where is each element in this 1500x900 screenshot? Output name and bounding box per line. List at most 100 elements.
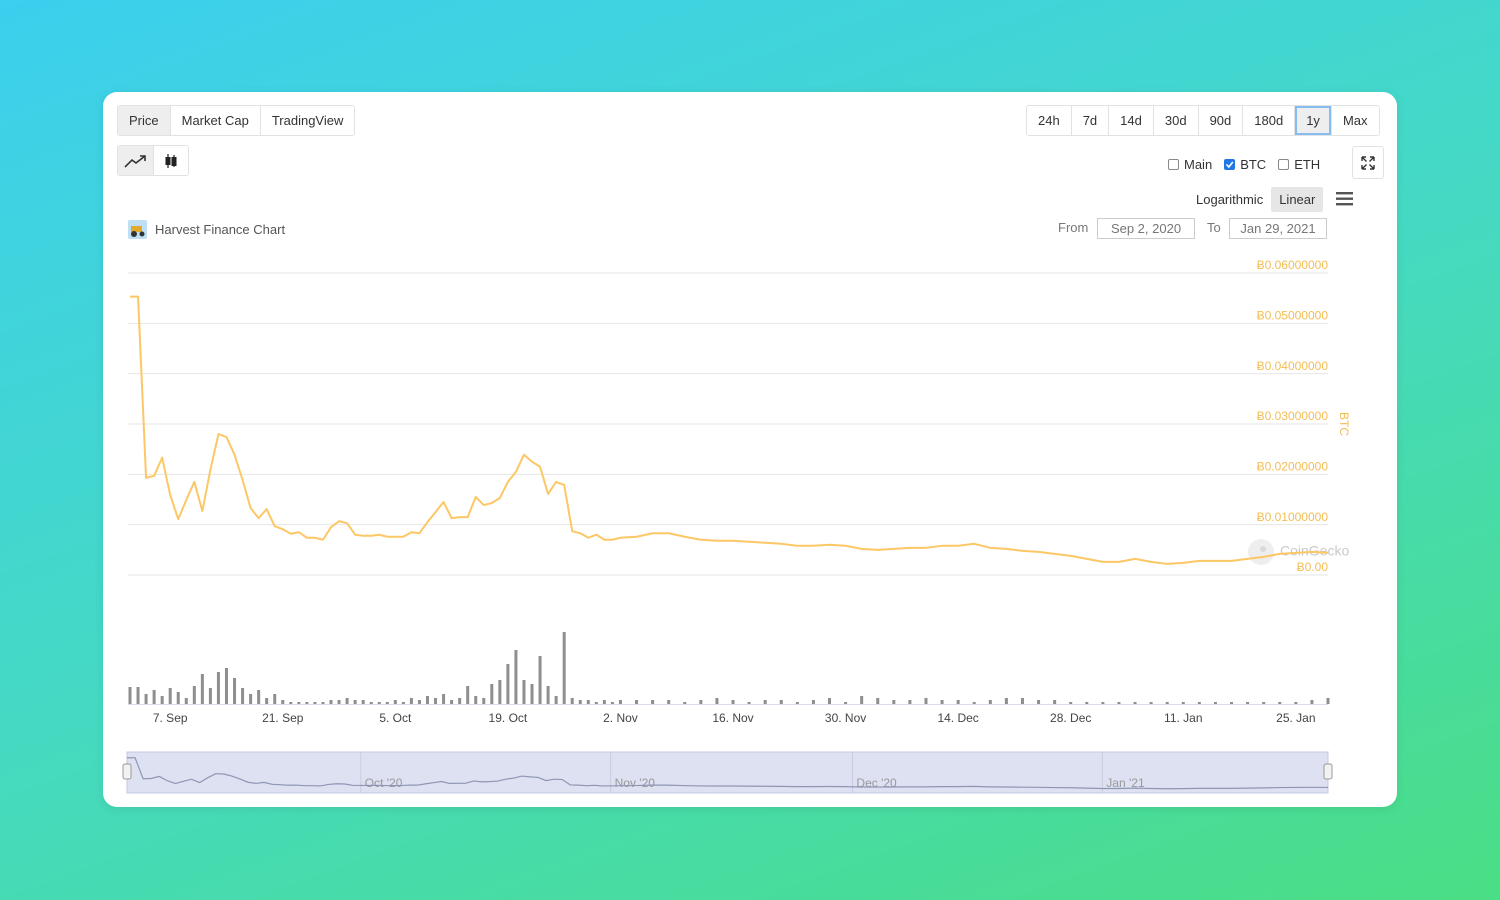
volume-bar xyxy=(908,700,912,704)
checkbox[interactable] xyxy=(1224,159,1236,170)
toggle-label: Main xyxy=(1184,157,1213,172)
range-button[interactable]: 30d xyxy=(1153,106,1199,135)
volume-bar xyxy=(763,700,767,704)
from-date[interactable]: Sep 2, 2020 xyxy=(1097,218,1195,239)
volume-bar xyxy=(699,700,703,704)
navigator-handle[interactable] xyxy=(1323,763,1333,780)
tab-group: Price Market Cap TradingView xyxy=(117,105,356,136)
range-button[interactable]: 14d xyxy=(1109,106,1154,135)
chart-style-group xyxy=(117,145,189,176)
y-tick-label: Ƀ0.05000000 xyxy=(1257,309,1329,323)
currency-toggle[interactable]: Main xyxy=(1168,157,1212,172)
volume-bar xyxy=(257,690,261,704)
currency-toggle[interactable]: ETH xyxy=(1278,157,1320,172)
range-button[interactable]: 7d xyxy=(1071,106,1110,135)
volume-bar xyxy=(635,700,639,704)
volume-bar xyxy=(506,664,510,704)
checkbox[interactable] xyxy=(1278,159,1290,170)
volume-bar xyxy=(233,678,237,704)
range-button[interactable]: 90d xyxy=(1198,106,1244,135)
scale-option[interactable]: Linear xyxy=(1271,187,1324,212)
volume-bar xyxy=(602,700,606,704)
candle-style-button[interactable] xyxy=(154,146,188,175)
volume-bar xyxy=(715,698,719,704)
chart-card xyxy=(103,92,1397,807)
volume-bar xyxy=(562,632,566,704)
navigator-tick-label: Jan '21 xyxy=(1106,776,1145,790)
volume-bar xyxy=(828,698,832,704)
volume-bar xyxy=(1230,702,1234,704)
volume-bar xyxy=(160,696,164,704)
volume-bar xyxy=(586,700,590,704)
x-tick-label: 14. Dec xyxy=(937,711,978,725)
volume-bar xyxy=(249,694,253,704)
volume-bar xyxy=(208,688,212,704)
check-mark xyxy=(1226,161,1234,169)
x-tick-label: 5. Oct xyxy=(379,711,412,725)
volume-bar xyxy=(538,656,542,704)
scale-option[interactable]: Logarithmic xyxy=(1196,192,1264,207)
volume-bar xyxy=(224,668,228,704)
volume-bar xyxy=(924,698,928,704)
tab[interactable]: TradingView xyxy=(260,106,355,135)
menu-icon[interactable] xyxy=(1336,192,1354,206)
volume-bar xyxy=(425,696,429,704)
range-button[interactable]: 180d xyxy=(1243,106,1296,135)
volume-bar xyxy=(1020,698,1024,704)
x-tick-label: 21. Sep xyxy=(262,711,304,725)
volume-bar xyxy=(522,680,526,704)
volume-bar xyxy=(811,700,815,704)
line-style-button[interactable] xyxy=(118,146,154,175)
volume-bar xyxy=(305,702,309,704)
chart-title: Harvest Finance Chart xyxy=(155,222,286,237)
volume-bar xyxy=(401,702,405,704)
price-line xyxy=(130,295,1329,565)
volume-bar xyxy=(1037,700,1041,704)
toggle-label: BTC xyxy=(1240,157,1267,172)
volume-bar xyxy=(128,687,132,704)
volume-bar xyxy=(1085,702,1089,704)
volume-bar xyxy=(940,700,944,704)
currency-toggle[interactable]: BTC xyxy=(1224,157,1266,172)
volume-bar xyxy=(618,700,622,704)
volume-bar xyxy=(176,692,180,704)
checkbox[interactable] xyxy=(1168,159,1179,170)
range-button[interactable]: 1y xyxy=(1295,106,1332,135)
volume-bar xyxy=(747,702,751,704)
volume-bar xyxy=(393,700,397,704)
volume-bar xyxy=(273,694,277,704)
volume-bar xyxy=(956,700,960,704)
to-date[interactable]: Jan 29, 2021 xyxy=(1229,218,1327,239)
volume-bar xyxy=(482,698,486,704)
volume-bar xyxy=(1294,702,1298,704)
y-tick-label: Ƀ0.01000000 xyxy=(1257,510,1329,524)
volume-bar xyxy=(1213,702,1217,704)
range-button[interactable]: 24h xyxy=(1027,106,1072,135)
y-axis-label: BTC xyxy=(1337,412,1351,436)
volume-bar xyxy=(184,698,188,704)
volume-bar xyxy=(1101,702,1105,704)
volume-bar xyxy=(1197,702,1201,704)
navigator-handle[interactable] xyxy=(122,763,132,780)
volume-bar xyxy=(321,702,325,704)
volume-bar xyxy=(1262,702,1266,704)
tab[interactable]: Market Cap xyxy=(170,106,261,135)
y-tick-label: Ƀ0.03000000 xyxy=(1257,409,1329,423)
watermark-logo xyxy=(1248,539,1274,565)
navigator-tick-label: Oct '20 xyxy=(365,776,403,790)
y-tick-label: Ƀ0.06000000 xyxy=(1257,258,1329,272)
tab[interactable]: Price xyxy=(118,106,171,135)
volume-bar xyxy=(683,702,687,704)
volume-bar xyxy=(361,700,365,704)
scale-toggle: Logarithmic Linear xyxy=(1188,187,1324,212)
x-tick-label: 2. Nov xyxy=(603,711,638,725)
y-tick-label: Ƀ0.00 xyxy=(1297,560,1329,574)
volume-bar xyxy=(1278,702,1282,704)
fullscreen-button[interactable] xyxy=(1352,146,1384,179)
volume-bar xyxy=(610,702,614,704)
range-button[interactable]: Max xyxy=(1331,106,1379,135)
x-tick-label: 30. Nov xyxy=(825,711,866,725)
volume-bar xyxy=(514,650,518,704)
volume-bar xyxy=(337,700,341,704)
